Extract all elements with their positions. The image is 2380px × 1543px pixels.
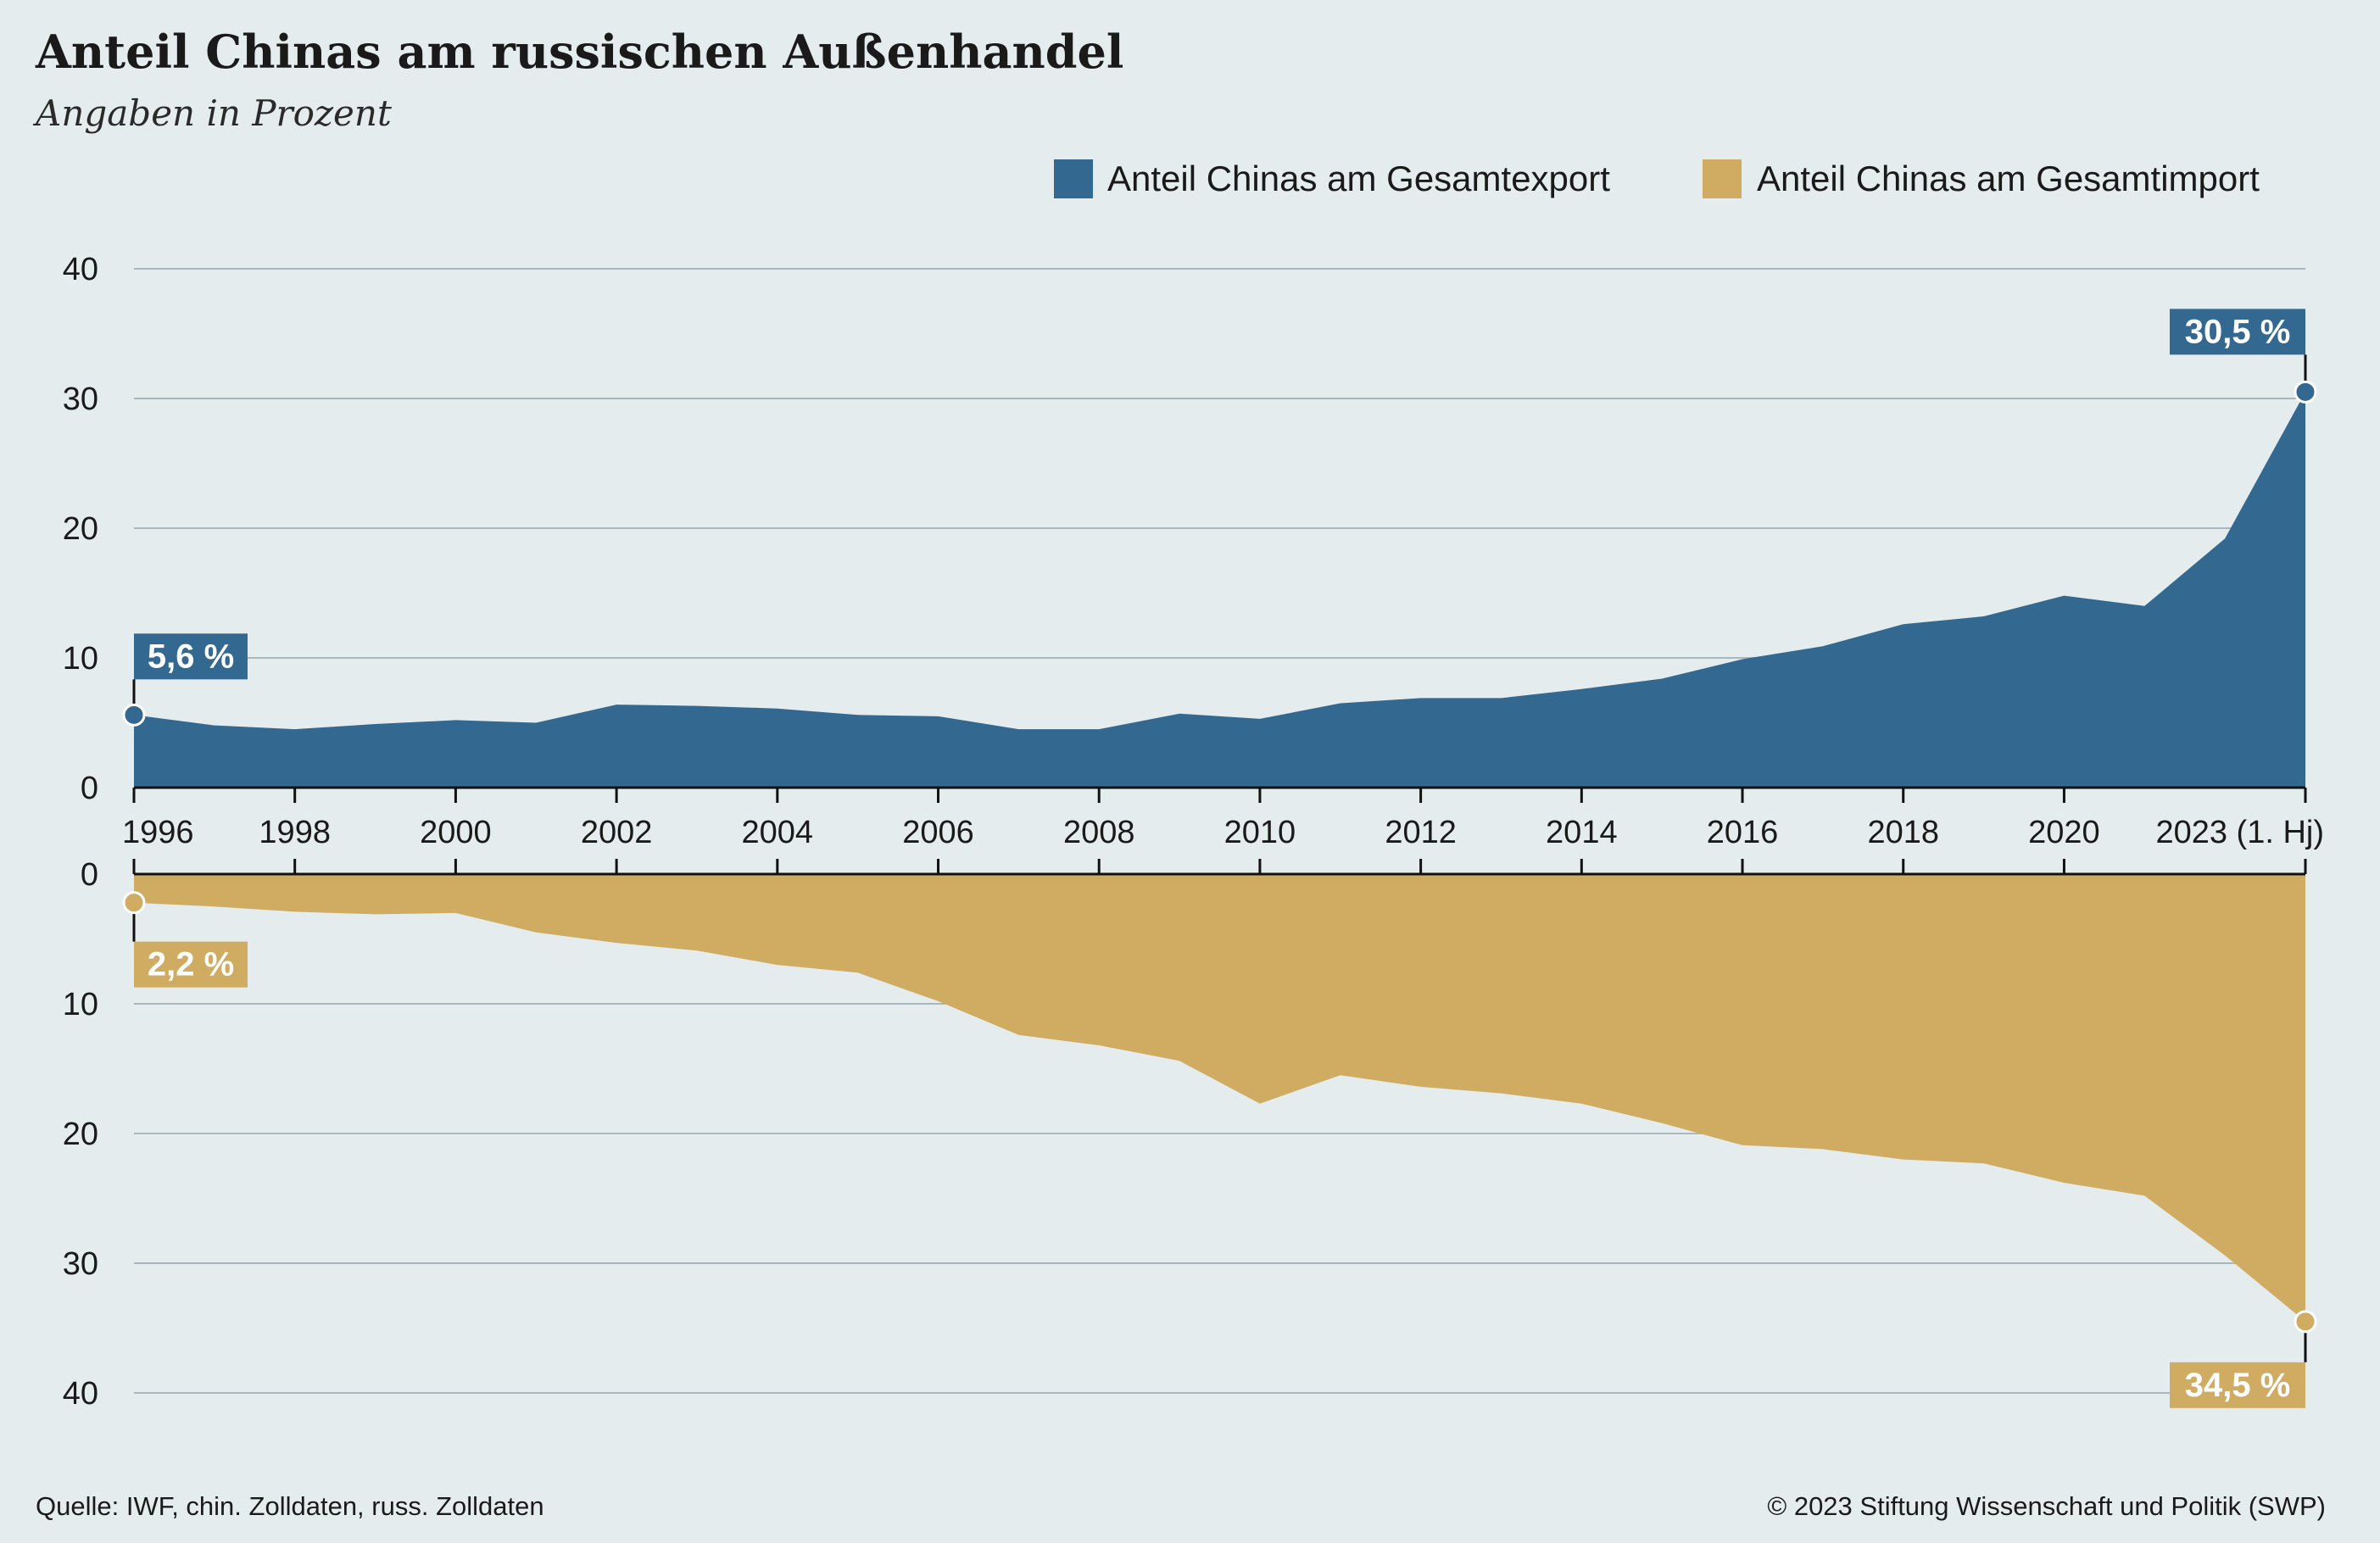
callout-point <box>2294 380 2317 404</box>
legend-swatch-import <box>1703 159 1742 198</box>
callout-label: 2,2 % <box>148 946 234 983</box>
x-tick-label: 2002 <box>581 815 653 850</box>
y-tick-label-top: 40 <box>63 252 98 287</box>
x-tick-label: 2008 <box>1063 815 1135 850</box>
callout-point <box>2294 1310 2317 1334</box>
x-tick-label: 2016 <box>1707 815 1779 850</box>
x-tick-label: 2018 <box>1867 815 1939 850</box>
callout-box <box>134 941 248 988</box>
x-tick-label: 2004 <box>742 815 814 850</box>
x-tick-label: 2020 <box>2028 815 2100 850</box>
y-tick-label-bottom: 30 <box>63 1246 98 1282</box>
legend-swatch-export <box>1054 159 1093 198</box>
y-axis-labels: 0 0 10 10 20 20 30 30 40 40 <box>63 252 98 1412</box>
x-tick-label: 2012 <box>1385 815 1457 850</box>
areas <box>134 392 2305 1322</box>
callout-label: 5,6 % <box>148 638 234 675</box>
callout-label: 30,5 % <box>2185 313 2291 350</box>
area-import <box>134 874 2305 1322</box>
y-tick-label-top: 0 <box>81 771 98 806</box>
axes <box>132 786 2307 876</box>
callout-point <box>122 891 146 915</box>
chart-subtitle: Angaben in Prozent <box>32 92 392 134</box>
x-tick-label: 2000 <box>420 815 492 850</box>
callouts: 5,6 % 30,5 % 2,2 % 34,5 % <box>122 309 2317 1408</box>
chart-title: Anteil Chinas am russischen Außenhandel <box>35 25 1123 79</box>
legend-label-export: Anteil Chinas am Gesamtexport <box>1107 159 1610 198</box>
y-tick-label-top: 20 <box>63 511 98 547</box>
grid-top <box>134 268 2305 659</box>
x-tick-label: 2023 (1. Hj) <box>2155 815 2324 850</box>
x-tick-label: 2014 <box>1546 815 1618 850</box>
x-tick-label: 2006 <box>902 815 974 850</box>
y-tick-label-bottom: 20 <box>63 1117 98 1152</box>
legend-label-import: Anteil Chinas am Gesamtimport <box>1757 159 2260 198</box>
callout-label: 34,5 % <box>2185 1367 2291 1404</box>
y-tick-label-bottom: 40 <box>63 1376 98 1412</box>
x-tick-label: 1996 <box>122 815 194 850</box>
callout-point <box>122 703 146 727</box>
callout-box <box>2170 1362 2305 1408</box>
source-note: Quelle: IWF, chin. Zolldaten, russ. Zoll… <box>36 1491 544 1521</box>
area-export <box>134 392 2305 788</box>
callout-box <box>2170 309 2305 355</box>
y-tick-label-bottom: 10 <box>63 987 98 1022</box>
copyright-note: © 2023 Stiftung Wissenschaft und Politik… <box>1767 1491 2326 1521</box>
y-tick-label-top: 10 <box>63 641 98 677</box>
callout-box <box>134 633 248 680</box>
x-tick-label: 1998 <box>259 815 331 850</box>
y-tick-label-top: 30 <box>63 382 98 417</box>
x-axis-labels: 1996 1998 2000 2002 2004 2006 2008 2010 2012 2014… <box>122 815 2324 850</box>
legend: Anteil Chinas am Gesamtexport Anteil Chi… <box>1054 159 2260 198</box>
x-tick-label: 2010 <box>1224 815 1296 850</box>
y-tick-label-bottom: 0 <box>81 857 98 893</box>
